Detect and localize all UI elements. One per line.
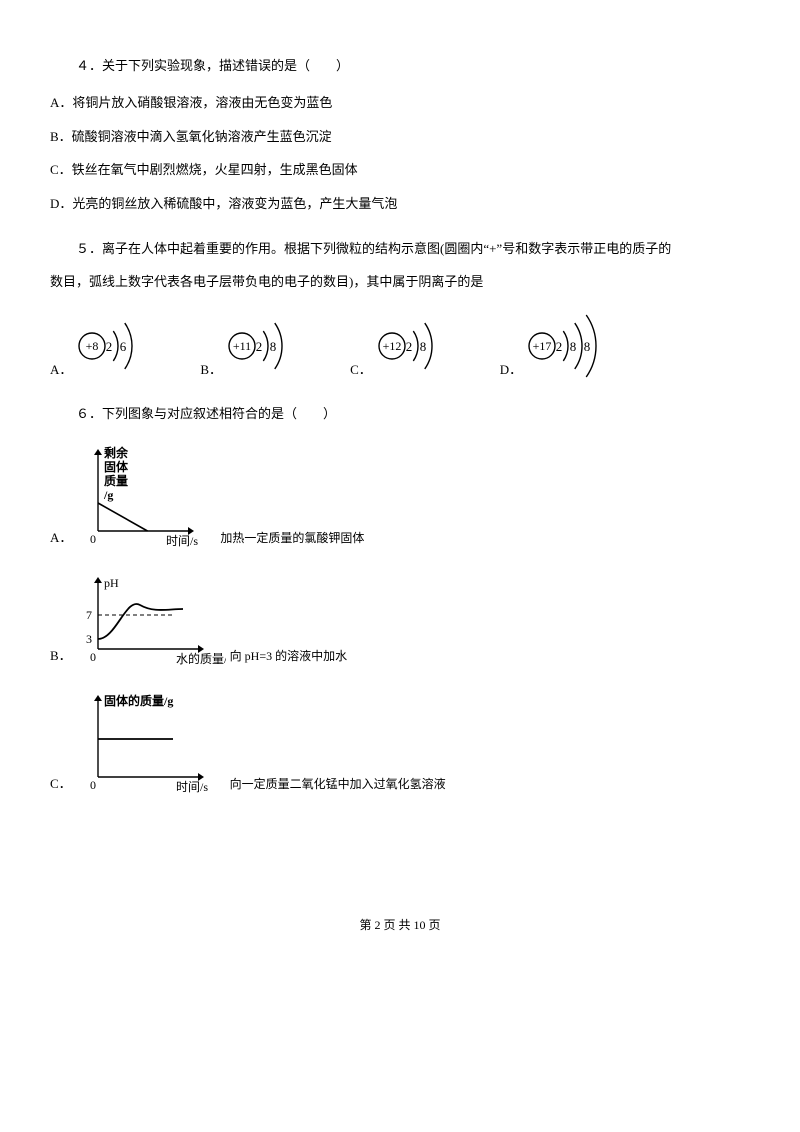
svg-text:固体: 固体 [104,459,129,474]
q6-option-b: B． 0 水的质量/g pH 7 3 向 pH=3 的溶液中加水 [50,567,750,667]
q5-option-c: C． +12 28 [350,308,470,384]
atom-diagram-a: +8 26 [72,308,170,384]
svg-text:2: 2 [556,339,563,354]
page-footer: 第 2 页 共 10 页 [50,915,750,937]
q6-label-a: A． [50,526,72,549]
q5-label-d: D． [500,358,522,381]
q5-option-d: D． +17288 [500,308,640,384]
atom-diagram-b: +11 28 [222,308,320,384]
svg-text:0: 0 [90,778,96,792]
q6-stem: ６．下列图象与对应叙述相符合的是（ ） [50,402,750,425]
svg-text:剩余: 剩余 [104,445,129,460]
svg-text:6: 6 [120,339,127,354]
q6-option-a: A． 0 时间/s 剩余固体质量/g 加热一定质量的氯酸钾固体 [50,439,750,549]
q6-option-c: C． 0 时间/s 固体的质量/g 向一定质量二氧化锰中加入过氧化氢溶液 [50,685,750,795]
q5-stem-line2: 数目，弧线上数字代表各电子层带负电的电子的数目)，其中属于阴离子的是 [50,270,750,293]
q5-option-b: B． +11 28 [200,308,320,384]
q5-options-row: A． +826 B． +1128 C． +1228 D． +17288 [50,308,750,384]
q6-caption-c: 向一定质量二氧化锰中加入过氧化氢溶液 [230,774,446,796]
svg-text:+17: +17 [533,339,552,353]
svg-text:时间/s: 时间/s [176,780,208,794]
q4-stem: ４．关于下列实验现象，描述错误的是（ ） [50,54,750,77]
svg-text:7: 7 [86,608,92,622]
q6-chart-c: 0 时间/s 固体的质量/g [76,685,226,795]
svg-text:时间/s: 时间/s [166,534,198,548]
svg-text:0: 0 [90,650,96,664]
svg-text:0: 0 [90,532,96,546]
svg-text:8: 8 [270,339,277,354]
svg-text:+11: +11 [233,339,251,353]
q4-option-a: A．将铜片放入硝酸银溶液，溶液由无色变为蓝色 [50,91,750,114]
q5-stem-line1: ５．离子在人体中起着重要的作用。根据下列微粒的结构示意图(圆圈内“+”号和数字表… [50,237,750,260]
q5-option-a: A． +8 26 [50,308,170,384]
svg-text:8: 8 [570,339,577,354]
atom-diagram-d: +17288 [522,308,640,384]
q4-option-d: D．光亮的铜丝放入稀硫酸中，溶液变为蓝色，产生大量气泡 [50,192,750,215]
svg-text:固体的质量/g: 固体的质量/g [104,693,173,708]
svg-text:2: 2 [256,339,263,354]
svg-text:+8: +8 [86,339,99,353]
q6-caption-a: 加热一定质量的氯酸钾固体 [220,528,364,550]
svg-text:+12: +12 [382,339,401,353]
svg-text:2: 2 [405,339,412,354]
svg-text:质量: 质量 [104,473,128,488]
q6-caption-b: 向 pH=3 的溶液中加水 [230,646,347,668]
q6-chart-a: 0 时间/s 剩余固体质量/g [76,439,216,549]
q6-label-c: C． [50,772,72,795]
q6-chart-b: 0 水的质量/g pH 7 3 [76,567,226,667]
svg-text:水的质量/g: 水的质量/g [176,651,226,666]
svg-text:pH: pH [104,576,119,590]
atom-diagram-c: +12 28 [372,308,470,384]
q5-label-c: C． [350,358,372,381]
q6-label-b: B． [50,644,72,667]
q5-label-a: A． [50,358,72,381]
svg-text:8: 8 [419,339,426,354]
svg-text:2: 2 [106,339,113,354]
q4-option-b: B．硫酸铜溶液中滴入氢氧化钠溶液产生蓝色沉淀 [50,125,750,148]
q4-option-c: C．铁丝在氧气中剧烈燃烧，火星四射，生成黑色固体 [50,158,750,181]
q5-label-b: B． [200,358,222,381]
svg-text:3: 3 [86,632,92,646]
svg-text:/g: /g [103,488,113,502]
svg-text:8: 8 [584,339,591,354]
